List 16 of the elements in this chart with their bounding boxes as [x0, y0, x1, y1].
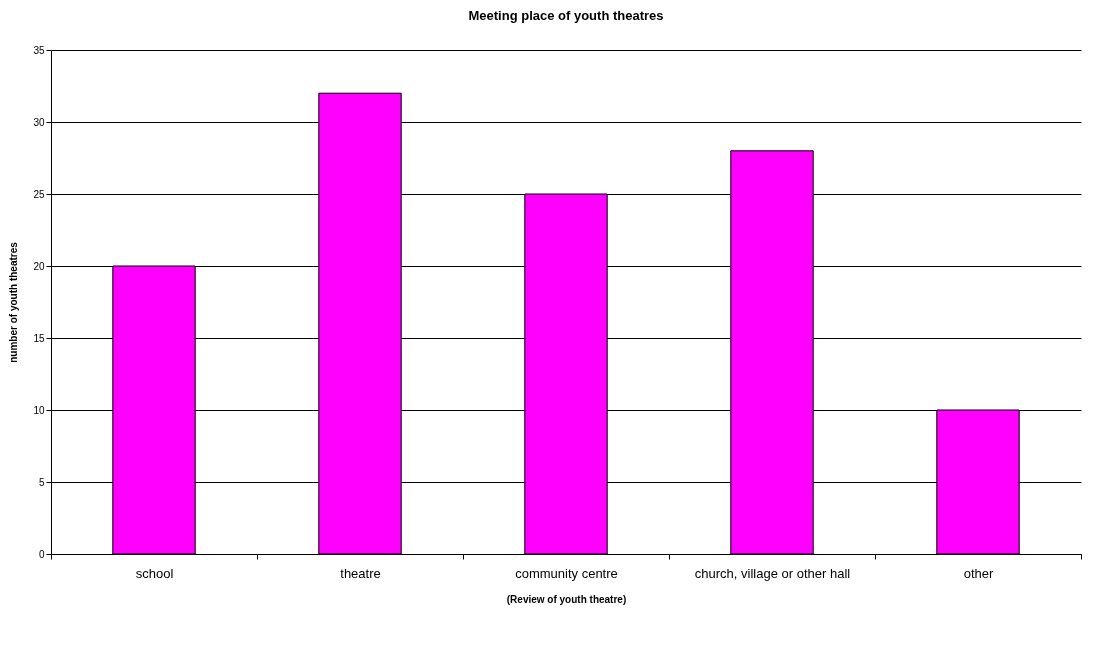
x-tick-label: theatre [340, 565, 381, 581]
y-tick-label: 0 [38, 548, 45, 560]
y-tick-label: 15 [33, 332, 45, 344]
y-tick-label: 25 [33, 188, 45, 200]
y-axis-title: number of youth theatres [8, 241, 20, 363]
y-tick-label: 10 [33, 404, 45, 416]
x-tick-label: other [963, 565, 994, 581]
x-tick-label: church, village or other hall [694, 565, 851, 581]
x-tick-label: community centre [515, 565, 618, 581]
y-tick-label: 30 [33, 116, 45, 128]
y-tick-label: 5 [38, 476, 45, 488]
y-tick-label: 20 [33, 260, 45, 272]
chart-title: Meeting place of youth theatres [468, 8, 664, 23]
y-tick-label: 35 [33, 44, 45, 56]
x-tick-label: school [135, 565, 174, 581]
x-axis-title: (Review of youth theatre) [506, 593, 627, 605]
